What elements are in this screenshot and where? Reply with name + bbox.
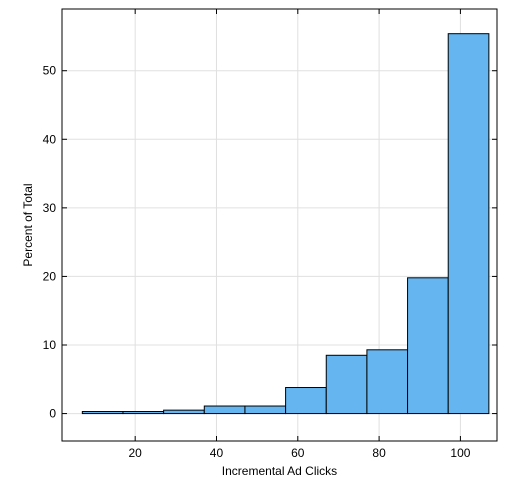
histogram-bar: [366, 349, 409, 415]
histogram-bar: [203, 405, 246, 415]
x-tick-label: 60: [291, 446, 305, 460]
x-tick-label: 20: [128, 446, 142, 460]
histogram-bar: [163, 409, 205, 415]
y-tick-label: 40: [43, 132, 57, 146]
y-tick-label: 20: [43, 269, 57, 283]
histogram-bar: [244, 405, 287, 415]
x-tick-label: 80: [372, 446, 386, 460]
x-tick-label: 40: [210, 446, 224, 460]
histogram-bar: [81, 411, 124, 415]
y-axis-label: Percent of Total: [21, 183, 35, 266]
x-tick-label: 100: [450, 446, 470, 460]
y-tick-label: 0: [49, 407, 56, 421]
plot-frame: [61, 8, 498, 442]
y-tick-label: 30: [43, 201, 57, 215]
histogram-bar: [407, 277, 449, 415]
y-tick-label: 50: [43, 64, 57, 78]
axis-ticks: 20 40 60 80 100 0 10 20 30 40 50: [43, 9, 497, 460]
histogram-bar: [447, 33, 490, 415]
histogram-bar: [325, 354, 368, 415]
histogram-bar: [122, 411, 165, 415]
histogram-bar: [285, 387, 327, 415]
histogram-bars: [81, 33, 490, 415]
y-tick-label: 10: [43, 338, 57, 352]
x-axis-label: Incremental Ad Clicks: [222, 464, 337, 478]
